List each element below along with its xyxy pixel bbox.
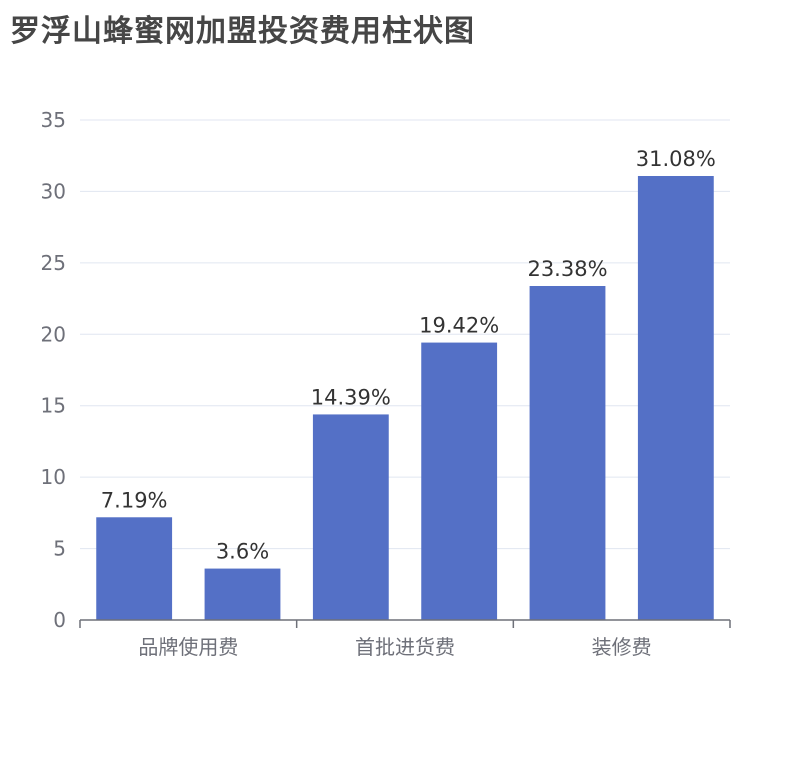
data-label: 14.39%	[311, 385, 391, 409]
bar	[312, 414, 389, 620]
y-tick-label: 10	[41, 465, 66, 489]
y-tick-label: 15	[41, 394, 66, 418]
bar	[421, 342, 498, 620]
data-label: 23.38%	[527, 257, 607, 281]
data-label: 3.6%	[216, 540, 269, 564]
y-tick-label: 5	[53, 537, 66, 561]
x-axis: 品牌使用费 首批进货费 装修费	[79, 619, 731, 659]
data-label: 7.19%	[101, 488, 168, 512]
y-axis-ticks: 0 5 10 15 20 25 30 35	[41, 108, 66, 632]
data-labels: 7.19% 3.6% 14.39% 19.42% 23.38% 31.08%	[101, 147, 716, 564]
data-label: 19.42%	[419, 314, 499, 338]
data-label: 31.08%	[636, 147, 716, 171]
y-tick-label: 25	[41, 251, 66, 275]
bar	[529, 286, 606, 620]
bars	[96, 176, 714, 620]
x-tick-label: 品牌使用费	[138, 635, 238, 659]
y-tick-label: 35	[41, 108, 66, 132]
chart-title: 罗浮山蜂蜜网加盟投资费用柱状图	[10, 14, 475, 49]
y-tick-label: 0	[53, 608, 66, 632]
grid-lines	[80, 119, 730, 550]
y-tick-label: 30	[41, 179, 66, 203]
y-tick-label: 20	[41, 322, 66, 346]
x-tick-label: 装修费	[592, 635, 652, 659]
bar	[96, 517, 173, 620]
bar	[204, 568, 281, 620]
x-tick-label: 首批进货费	[355, 635, 455, 659]
bar	[637, 176, 714, 620]
